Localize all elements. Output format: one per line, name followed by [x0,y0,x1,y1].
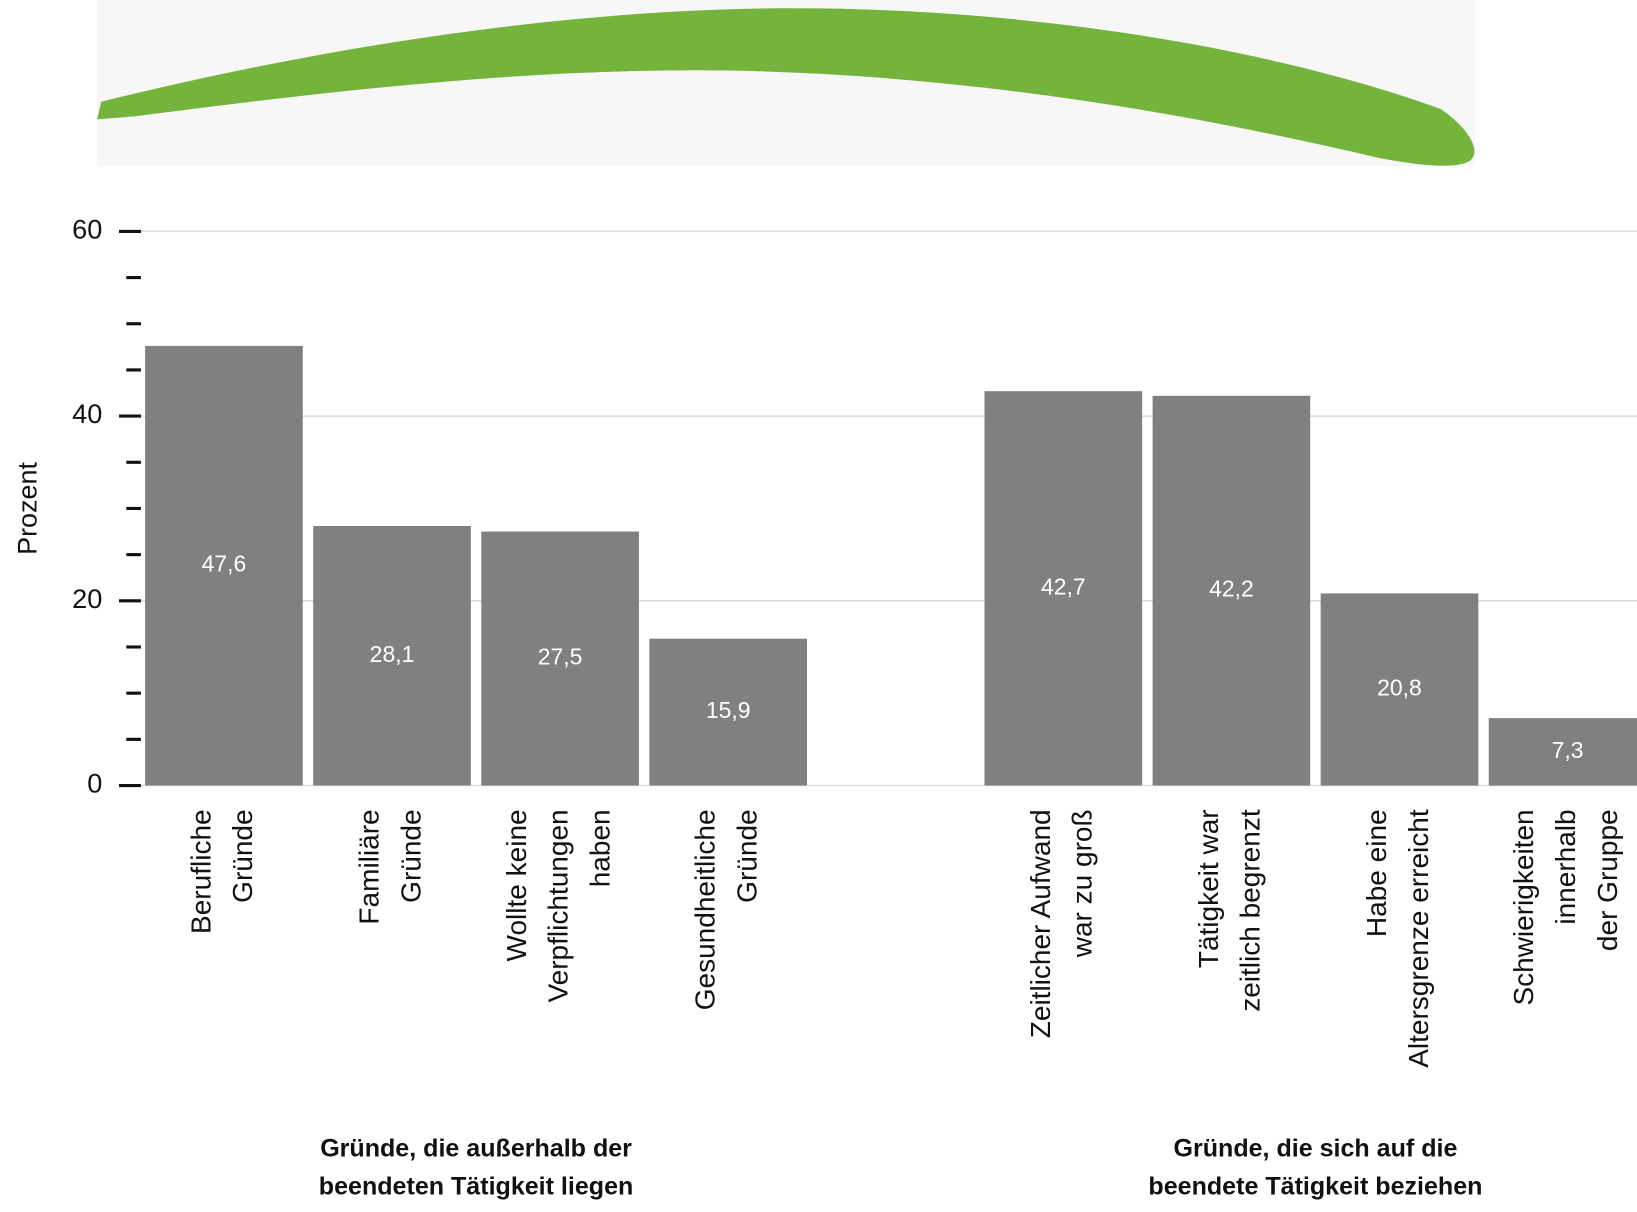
bar [984,391,1143,786]
value-label: 15,9 [706,697,751,723]
x-tick-label: Gründe [227,809,258,902]
bar [649,638,808,786]
bar [481,531,639,786]
x-tick-label: innerhalb [1550,809,1581,924]
x-tick-label: war zu groß [1067,809,1098,958]
x-tick-label: Schwierigkeiten [1508,809,1539,1005]
y-tick-label: 40 [72,399,102,429]
x-tick-label: der Gruppe [1592,809,1623,951]
value-label: 20,8 [1377,675,1422,701]
x-tick-label: Gründe [731,809,762,902]
value-label: 28,1 [370,641,415,667]
value-label: 42,7 [1041,573,1086,599]
x-tick-label: Verpflichtungen [542,809,573,1002]
y-tick-label: 20 [72,584,102,614]
value-label: 47,6 [202,551,247,577]
y-tick-label: 60 [72,215,102,245]
bar [1152,395,1311,786]
bar [145,345,303,786]
x-tick-label: haben [584,809,615,887]
decor-swoosh [97,8,1475,166]
value-label: 7,3 [1552,737,1584,763]
value-label: 42,2 [1209,576,1254,602]
x-tick-label: Tätigkeit war [1193,809,1224,968]
x-tick-label: Familiäre [354,809,385,924]
group-label: beendete Tätigkeit beziehen [1148,1173,1482,1201]
x-tick-label: Zeitlicher Aufwand [1025,809,1056,1038]
group-label: Gründe, die sich auf die [1173,1134,1457,1162]
group-label: beendeten Tätigkeit liegen [319,1173,634,1201]
bar [313,526,471,786]
x-tick-label: Habe eine [1361,809,1392,937]
value-label: 27,5 [538,644,583,670]
x-tick-label: zeitlich begrenzt [1235,809,1266,1012]
x-tick-label: Gründe [395,809,426,902]
y-tick-label: 0 [87,769,102,799]
x-tick-label: Wollte keine [501,809,532,961]
group-label: Gründe, die außerhalb der [320,1134,632,1162]
bar [1320,593,1479,786]
y-axis-label: Prozent [12,462,42,555]
bar [1488,718,1637,786]
x-tick-label: Gesundheitliche [690,809,721,1010]
x-tick-label: Altersgrenze erreicht [1403,809,1434,1068]
x-tick-label: Berufliche [185,809,216,934]
